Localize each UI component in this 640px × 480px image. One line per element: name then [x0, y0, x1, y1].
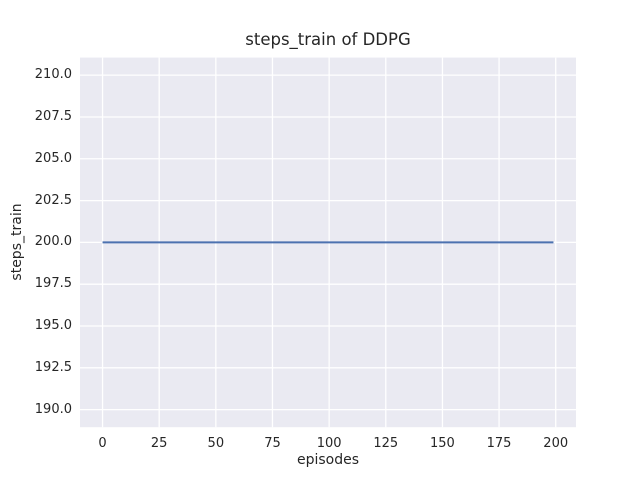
y-tick-label: 205.0 [34, 150, 72, 166]
y-tick-label: 190.0 [34, 401, 72, 417]
x-axis-label: episodes [296, 452, 360, 468]
y-tick-label: 200.0 [34, 234, 72, 250]
x-tick-label: 50 [207, 436, 225, 451]
x-tick-label: 175 [486, 436, 512, 451]
y-tick-label: 210.0 [34, 67, 72, 83]
y-tick-label: 192.5 [34, 359, 72, 375]
x-tick-label: 200 [543, 436, 569, 451]
y-tick-label: 197.5 [34, 276, 72, 292]
y-tick-label: 195.0 [34, 318, 72, 334]
x-tick-label: 100 [316, 436, 342, 451]
x-tick-label: 125 [373, 436, 399, 451]
y-tick-label: 202.5 [34, 192, 72, 208]
chart-title: steps_train of DDPG [245, 30, 411, 49]
x-tick-label: 25 [150, 436, 168, 451]
x-tick-label: 0 [98, 436, 107, 451]
y-tick-label: 207.5 [34, 108, 72, 124]
x-tick-label: 150 [430, 436, 455, 451]
x-tick-label: 75 [264, 436, 281, 451]
